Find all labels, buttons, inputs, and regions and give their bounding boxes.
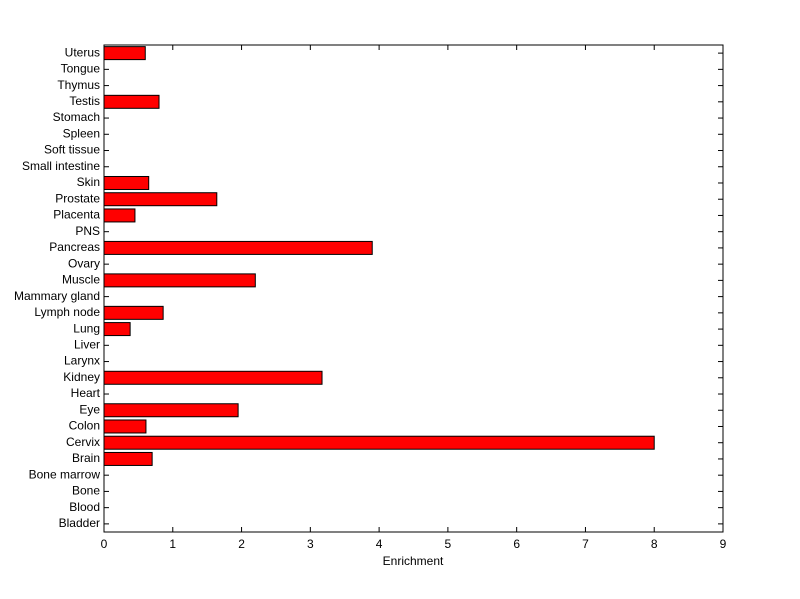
y-tick-label: Colon xyxy=(69,419,100,433)
y-tick-label: Kidney xyxy=(63,370,100,384)
bar xyxy=(103,419,147,434)
y-tick-label: Soft tissue xyxy=(44,143,100,157)
y-tick-label: Muscle xyxy=(62,273,100,287)
y-tick-label: Lymph node xyxy=(34,305,100,319)
y-tick-label: Lung xyxy=(73,321,100,335)
y-tick-label: Testis xyxy=(69,94,100,108)
y-tick-label: Larynx xyxy=(64,354,100,368)
y-tick-label: Stomach xyxy=(53,110,100,124)
y-tick-label: Bone xyxy=(72,484,100,498)
x-tick-label: 4 xyxy=(376,537,383,551)
y-tick-label: Eye xyxy=(79,402,100,416)
bar xyxy=(103,46,146,61)
bar xyxy=(103,192,218,207)
y-tick-label: Thymus xyxy=(57,78,100,92)
y-tick-label: PNS xyxy=(75,224,100,238)
bar xyxy=(103,451,153,466)
y-tick-label: Pancreas xyxy=(49,240,100,254)
x-tick-label: 0 xyxy=(101,537,108,551)
bar xyxy=(103,403,239,418)
x-tick-label: 8 xyxy=(651,537,658,551)
x-tick-label: 1 xyxy=(169,537,176,551)
y-tick-label: Blood xyxy=(69,500,100,514)
x-tick-label: 6 xyxy=(513,537,520,551)
y-tick-label: Heart xyxy=(71,386,101,400)
bar xyxy=(103,370,323,385)
x-tick-label: 5 xyxy=(445,537,452,551)
x-tick-label: 9 xyxy=(720,537,727,551)
y-tick-label: Prostate xyxy=(55,191,100,205)
y-tick-label: Spleen xyxy=(63,126,100,140)
y-tick-label: Mammary gland xyxy=(14,289,100,303)
y-tick-label: Tongue xyxy=(61,62,101,76)
y-tick-label: Bone marrow xyxy=(29,467,101,481)
bar xyxy=(103,305,164,320)
y-tick-label: Cervix xyxy=(66,435,100,449)
bar xyxy=(103,240,373,255)
y-tick-label: Ovary xyxy=(68,256,100,270)
y-tick-label: Bladder xyxy=(59,516,100,530)
bar xyxy=(103,435,655,450)
y-tick-label: Uterus xyxy=(65,45,100,59)
x-tick-label: 2 xyxy=(238,537,245,551)
x-axis-label: Enrichment xyxy=(383,554,444,568)
y-tick-label: Skin xyxy=(77,175,100,189)
bar xyxy=(103,273,256,288)
bar xyxy=(103,175,150,190)
bar xyxy=(103,322,131,337)
plot-frame xyxy=(103,44,724,533)
y-tick-label: Brain xyxy=(72,451,100,465)
y-tick-label: Small intestine xyxy=(22,159,100,173)
bar xyxy=(103,208,136,223)
y-tick-label: Placenta xyxy=(53,208,100,222)
y-tick-label: Liver xyxy=(74,337,100,351)
x-tick-label: 3 xyxy=(307,537,314,551)
bar xyxy=(103,94,160,109)
x-tick-label: 7 xyxy=(582,537,589,551)
